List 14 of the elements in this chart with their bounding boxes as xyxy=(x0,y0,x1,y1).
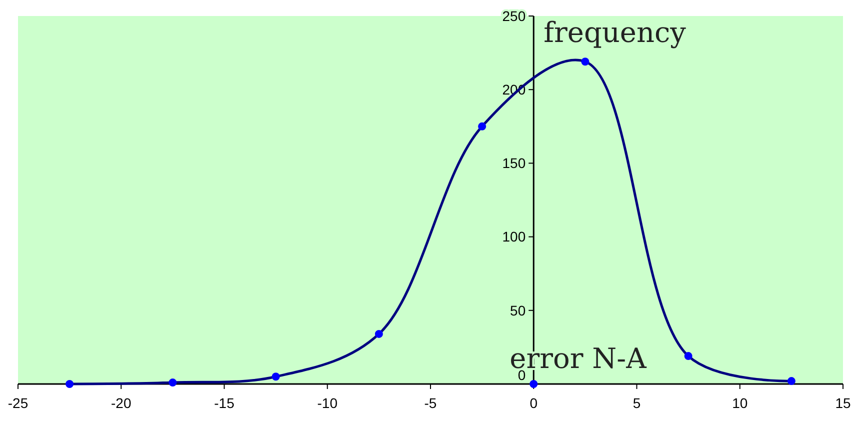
x-tick-label: 10 xyxy=(732,395,748,411)
x-tick-label: -20 xyxy=(111,395,132,411)
y-axis-title: frequency xyxy=(544,16,686,49)
y-tick-label: 150 xyxy=(502,155,526,172)
x-tick-label: 5 xyxy=(632,395,641,411)
x-tick-label: -25 xyxy=(8,395,28,411)
x-tick-label: -5 xyxy=(424,395,437,411)
y-tick-label: 100 xyxy=(502,228,526,245)
x-tick-label: -10 xyxy=(317,395,338,411)
y-tick-label: 50 xyxy=(510,302,526,318)
y-tick-label: 250 xyxy=(502,8,526,24)
x-tick-label: -15 xyxy=(214,395,235,411)
x-tick-label: 0 xyxy=(530,395,538,411)
x-tick-label: 15 xyxy=(835,395,851,411)
